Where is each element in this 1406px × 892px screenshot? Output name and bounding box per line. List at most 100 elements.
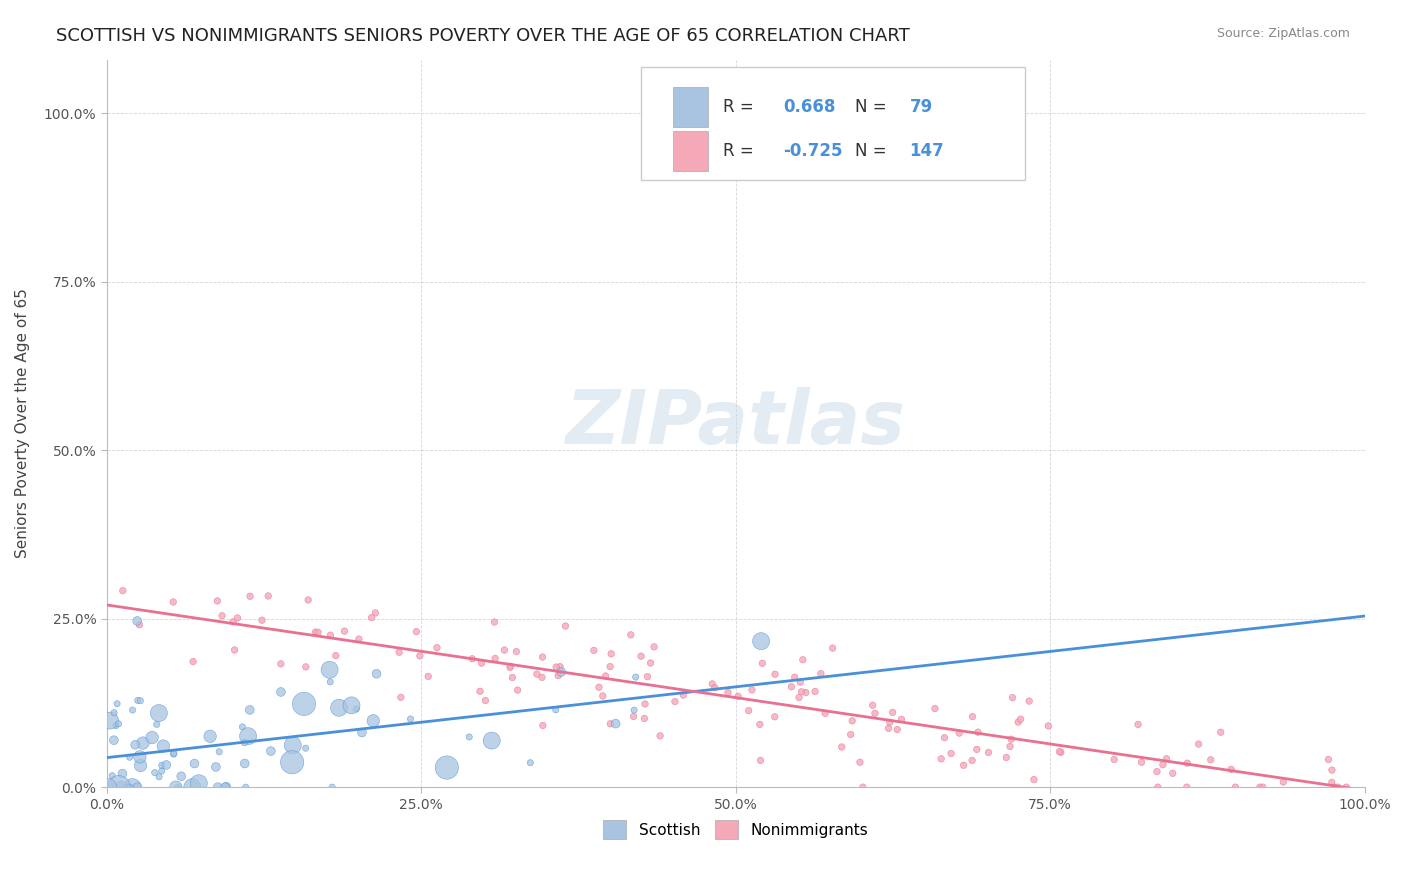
Point — [547, 668, 569, 682]
Point — [929, 752, 952, 766]
Point — [821, 641, 844, 656]
Point — [1187, 737, 1209, 751]
Point — [763, 710, 786, 724]
Point — [366, 666, 388, 681]
Point — [388, 645, 411, 659]
Point — [129, 758, 152, 772]
Point — [208, 745, 231, 759]
Point — [409, 648, 432, 663]
Point — [526, 667, 548, 681]
Point — [1000, 732, 1022, 747]
Point — [340, 698, 363, 713]
Point — [344, 702, 367, 716]
Point — [1102, 752, 1125, 766]
Point — [717, 685, 740, 699]
Point — [361, 714, 384, 728]
Point — [481, 733, 503, 747]
Point — [350, 725, 373, 739]
Text: 147: 147 — [910, 142, 945, 160]
Point — [1018, 694, 1040, 708]
Point — [1320, 763, 1343, 777]
Point — [1225, 780, 1247, 794]
Point — [640, 656, 662, 670]
Point — [389, 690, 412, 705]
Point — [554, 619, 576, 633]
Point — [318, 663, 340, 677]
Point — [849, 755, 872, 769]
Point — [405, 624, 427, 639]
Text: N =: N = — [855, 97, 893, 116]
Point — [294, 741, 316, 756]
Point — [325, 648, 347, 663]
Point — [1175, 756, 1198, 771]
Point — [1049, 745, 1071, 759]
Point — [484, 651, 506, 665]
Point — [1126, 717, 1149, 731]
Point — [624, 670, 647, 684]
Y-axis label: Seniors Poverty Over the Age of 65: Seniors Poverty Over the Age of 65 — [15, 288, 30, 558]
Point — [862, 698, 884, 713]
Point — [231, 720, 253, 734]
Point — [620, 628, 643, 642]
Point — [118, 750, 141, 764]
Point — [111, 583, 134, 598]
Point — [143, 765, 166, 780]
Point — [461, 652, 484, 666]
Point — [672, 688, 695, 702]
Point — [399, 712, 422, 726]
Text: R =: R = — [723, 97, 759, 116]
Point — [163, 747, 186, 761]
Point — [152, 739, 174, 753]
Point — [292, 697, 315, 711]
Point — [260, 744, 283, 758]
Point — [804, 684, 827, 698]
Point — [1209, 725, 1232, 739]
Point — [181, 655, 204, 669]
Point — [789, 675, 811, 690]
Point — [235, 780, 257, 794]
Point — [281, 756, 304, 770]
Point — [505, 644, 527, 658]
Text: 79: 79 — [910, 97, 932, 116]
Point — [1272, 775, 1295, 789]
Point — [226, 611, 249, 625]
Point — [633, 711, 655, 725]
Point — [763, 667, 786, 681]
Point — [599, 659, 621, 673]
Point — [165, 780, 187, 794]
Point — [233, 736, 256, 750]
Point — [531, 650, 554, 665]
Point — [211, 608, 233, 623]
Point — [737, 704, 759, 718]
Point — [748, 717, 770, 731]
Point — [1220, 763, 1243, 777]
Point — [145, 717, 167, 731]
Point — [550, 665, 572, 679]
Point — [506, 683, 529, 698]
Point — [121, 703, 143, 717]
Point — [233, 756, 256, 771]
Point — [111, 766, 134, 780]
Point — [103, 733, 125, 747]
Point — [882, 706, 904, 720]
Point — [107, 716, 129, 731]
Point — [1146, 764, 1168, 779]
Point — [1251, 780, 1274, 794]
Point — [592, 689, 614, 703]
Point — [499, 659, 522, 673]
Point — [952, 758, 974, 772]
Point — [319, 674, 342, 689]
Point — [664, 695, 686, 709]
Point — [468, 684, 491, 698]
Point — [751, 657, 773, 671]
Point — [582, 643, 605, 657]
Point — [426, 640, 449, 655]
Point — [98, 714, 121, 728]
Point — [307, 625, 329, 640]
Point — [599, 716, 621, 731]
Point — [530, 670, 553, 684]
Point — [222, 615, 245, 629]
Point — [155, 758, 177, 772]
Point — [328, 700, 350, 714]
Point — [998, 739, 1021, 754]
